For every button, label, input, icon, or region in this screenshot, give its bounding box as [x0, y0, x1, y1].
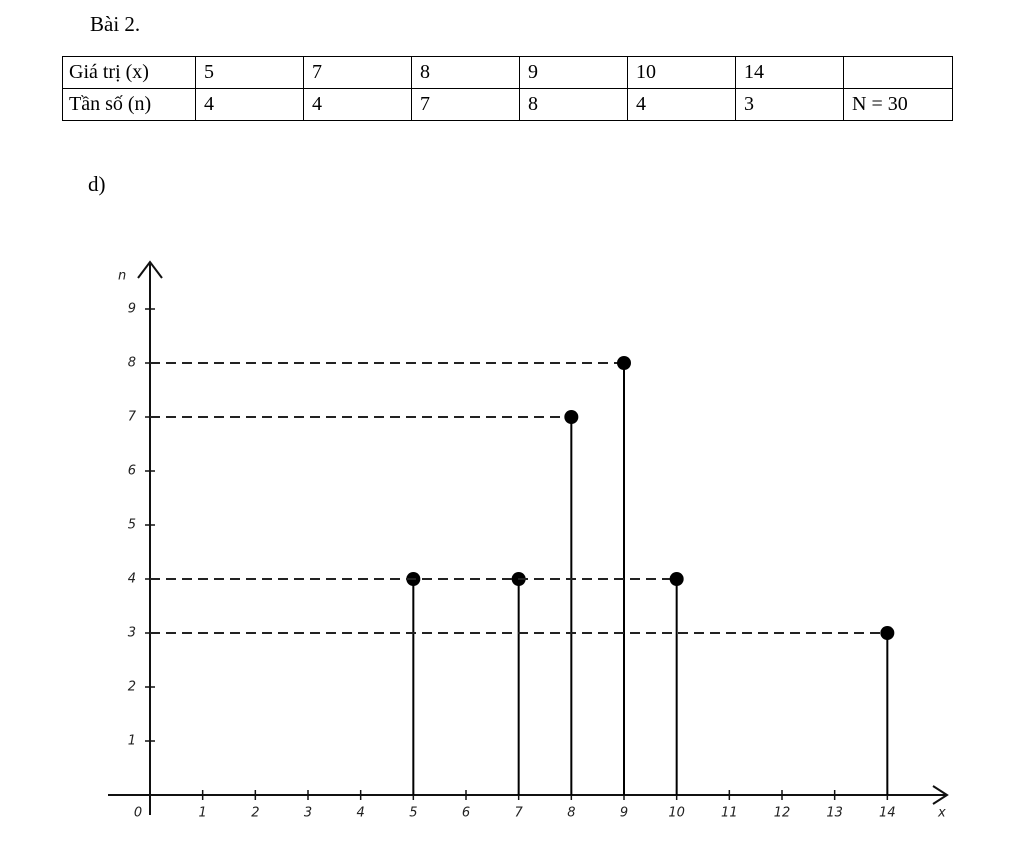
- x-tick-label: 13: [826, 806, 843, 821]
- table-cell: 8: [411, 56, 520, 89]
- x-tick-label: 3: [304, 806, 312, 821]
- table-cell: 7: [303, 56, 412, 89]
- y-arrow: [137, 260, 163, 279]
- table-cell: Giá trị (x): [62, 56, 196, 89]
- x-tick-label: 9: [620, 806, 628, 821]
- table-cell: 10: [627, 56, 736, 89]
- x-tick-label: 6: [462, 806, 470, 821]
- point: [669, 572, 684, 586]
- point: [617, 356, 631, 370]
- x-axis-label: x: [937, 806, 946, 821]
- y-tick-label: 9: [128, 302, 136, 317]
- y-tick-label: 7: [128, 410, 137, 425]
- x-tick-label: 12: [774, 806, 791, 821]
- table-cell: N = 30: [843, 88, 953, 121]
- x-tick-label: 0: [134, 806, 142, 821]
- y-axis-label: n: [118, 269, 126, 284]
- table-cell: 14: [735, 56, 844, 89]
- x-tick-label: 8: [567, 806, 575, 821]
- point: [880, 626, 895, 640]
- table-cell: 4: [303, 88, 412, 121]
- table-cell: 5: [195, 56, 304, 89]
- table-row: Giá trị (x) 5 7 8 9 10 14: [62, 56, 953, 89]
- table-cell: 4: [627, 88, 736, 121]
- x-tick-label: 7: [515, 806, 524, 821]
- x-arrow: [932, 785, 949, 805]
- x-tick-label: 2: [251, 806, 259, 821]
- table-cell: 8: [519, 88, 628, 121]
- y-tick-label: 1: [128, 734, 136, 749]
- x-tick-label: 5: [409, 806, 417, 821]
- y-tick-label: 3: [128, 626, 136, 641]
- frequency-table: Giá trị (x) 5 7 8 9 10 14 Tần số (n) 4 4…: [62, 56, 953, 121]
- table-row: Tần số (n) 4 4 7 8 4 3 N = 30: [62, 88, 953, 121]
- section-label: d): [88, 172, 106, 196]
- y-tick-label: 8: [128, 356, 136, 371]
- x-tick-label: 14: [879, 806, 896, 821]
- x-tick-label: 11: [721, 806, 738, 821]
- y-tick-label: 6: [128, 464, 136, 479]
- title: Bài 2.: [90, 12, 141, 36]
- y-tick-label: 4: [128, 572, 136, 587]
- y-tick-label: 2: [128, 680, 136, 695]
- table-cell: [843, 56, 953, 89]
- y-tick-label: 5: [128, 518, 136, 533]
- x-tick-label: 10: [668, 806, 685, 821]
- table-cell: 9: [519, 56, 628, 89]
- table-cell: 3: [735, 88, 844, 121]
- x-tick-label: 4: [357, 806, 365, 821]
- table-cell: Tần số (n): [62, 88, 196, 121]
- table-cell: 7: [411, 88, 520, 121]
- x-tick-label: 1: [199, 806, 207, 821]
- point: [564, 410, 579, 424]
